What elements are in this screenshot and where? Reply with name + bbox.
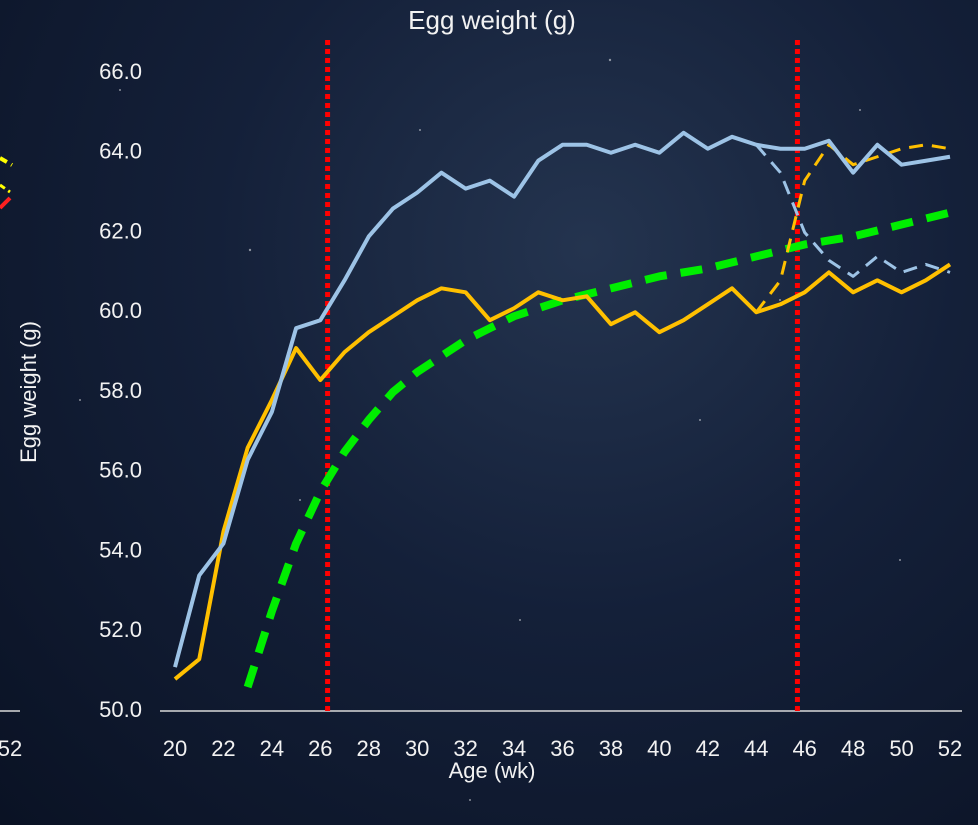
x-tick-label: 28 <box>357 736 381 761</box>
series-line <box>173 262 952 681</box>
y-tick-label: 66.0 <box>99 59 142 84</box>
x-tick-label: 52 <box>938 736 962 761</box>
x-tick-label: 50 <box>889 736 913 761</box>
x-tick-label: 40 <box>647 736 671 761</box>
x-tick-label: 38 <box>599 736 623 761</box>
chart-title: Egg weight (g) <box>408 5 576 35</box>
x-tick-label: 24 <box>260 736 284 761</box>
y-tick-label: 52.0 <box>99 617 142 642</box>
x-tick-label: 22 <box>211 736 235 761</box>
x-axis-title: Age (wk) <box>449 758 536 783</box>
y-tick-label: 50.0 <box>99 697 142 722</box>
y-tick-label: 56.0 <box>99 458 142 483</box>
y-axis-title: Egg weight (g) <box>16 321 41 463</box>
y-tick-label: 58.0 <box>99 378 142 403</box>
x-tick-label: 36 <box>550 736 574 761</box>
y-tick-label: 54.0 <box>99 537 142 562</box>
y-tick-label: 64.0 <box>99 139 142 164</box>
stars <box>79 58 901 801</box>
x-tick-label: 46 <box>792 736 816 761</box>
x-tick-label: 48 <box>841 736 865 761</box>
series-line <box>755 143 951 278</box>
left-fragment-label: 52 <box>0 736 22 761</box>
series-line <box>173 130 951 668</box>
y-tick-label: 60.0 <box>99 298 142 323</box>
x-tick-label: 44 <box>744 736 768 761</box>
series-line <box>243 208 951 689</box>
series-line <box>755 143 951 314</box>
x-tick-label: 32 <box>453 736 477 761</box>
x-tick-label: 26 <box>308 736 332 761</box>
x-tick-label: 30 <box>405 736 429 761</box>
x-tick-label: 34 <box>502 736 526 761</box>
y-tick-label: 62.0 <box>99 218 142 243</box>
left-fragment <box>0 156 20 712</box>
x-tick-label: 20 <box>163 736 187 761</box>
x-tick-label: 42 <box>696 736 720 761</box>
